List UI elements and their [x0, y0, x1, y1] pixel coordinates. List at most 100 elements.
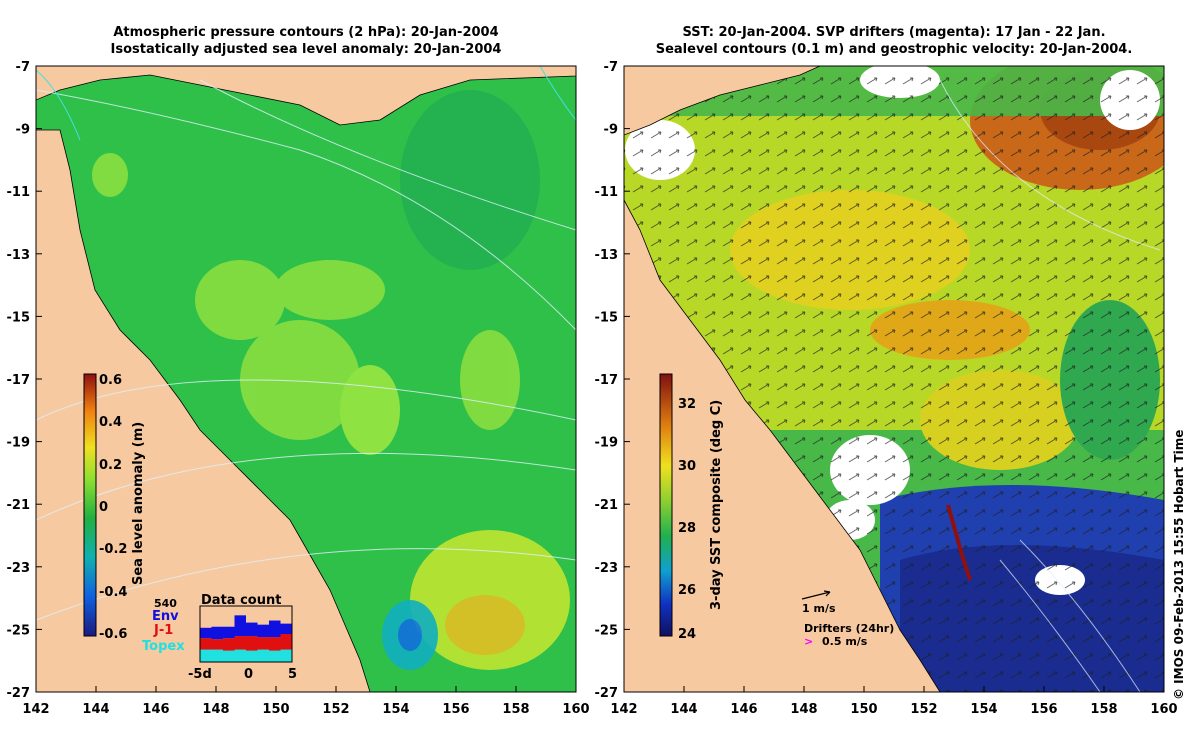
data-count-xtick-2: 5: [288, 667, 297, 682]
right-ytick-label-0: -7: [604, 60, 618, 75]
data-count-bar-topex-6: [269, 650, 281, 662]
land-australia: [36, 129, 371, 692]
data-count-bar-j-1-2: [223, 638, 235, 651]
data-count-bar-topex-2: [223, 650, 235, 662]
velocity-scale-arrow: [801, 590, 831, 600]
sst-tick-1: 30: [678, 459, 696, 474]
right-ytick-label-10: -27: [595, 686, 619, 701]
left-title-line-1: Atmospheric pressure contours (2 hPa): 2…: [113, 25, 499, 40]
left-ytick-label-7: -21: [7, 498, 31, 513]
right-xtick-label-3: 148: [790, 702, 817, 717]
right-xtick-label-5: 152: [910, 702, 937, 717]
credit-text: © IMOS 09-Feb-2013 15:55 Hobart Time: [1172, 429, 1186, 700]
left-ytick-label-5: -17: [7, 373, 31, 388]
left-xtick-label-5: 152: [322, 702, 349, 717]
left-ytick-label-8: -23: [7, 561, 31, 576]
right-ytick-label-9: -25: [595, 623, 619, 638]
data-count-bar-j-1-7: [280, 634, 292, 650]
sla-colorbar-label: Sea level anomaly (m): [131, 422, 146, 585]
sea-level-map: [36, 66, 576, 692]
right-title-line-2: Sealevel contours (0.1 m) and geostrophi…: [655, 42, 1133, 57]
left-ytick-label-3: -13: [7, 248, 31, 263]
left-xtick-label-1: 144: [82, 702, 109, 717]
left-map-title: Atmospheric pressure contours (2 hPa): 2…: [36, 24, 576, 58]
left-title-line-2: Isostatically adjusted sea level anomaly…: [110, 42, 502, 57]
data-count-bar-topex-1: [211, 649, 223, 662]
drifter-track: [946, 504, 972, 581]
left-xtick-label-0: 142: [22, 702, 49, 717]
drifter-scale-label: 0.5 m/s: [822, 635, 868, 648]
sst-colorbar: [659, 373, 673, 637]
right-ytick-label-6: -19: [595, 436, 619, 451]
data-count-bar-env-0: [200, 627, 212, 639]
left-ytick-label-0: -7: [16, 60, 30, 75]
land-new-guinea-right: [624, 66, 821, 136]
sst-tick-4: 24: [678, 627, 696, 642]
right-xtick-label-6: 154: [970, 702, 997, 717]
left-xtick-label-6: 154: [382, 702, 409, 717]
right-xtick-label-2: 146: [730, 702, 757, 717]
left-ytick-label-4: -15: [7, 310, 31, 325]
right-xtick-label-9: 160: [1150, 702, 1177, 717]
land-new-guinea: [36, 66, 576, 126]
data-count-bar-j-1-3: [234, 636, 246, 650]
sst-tick-3: 26: [678, 583, 696, 598]
right-ytick-label-7: -21: [595, 498, 619, 513]
data-count-bar-env-2: [223, 626, 235, 639]
data-count-xtick-1: 0: [244, 667, 253, 682]
data-count-bar-env-6: [269, 620, 281, 638]
data-count-bar-topex-3: [234, 649, 246, 662]
velocity-scale-label: 1 m/s: [802, 602, 836, 615]
data-count-title: Data count: [201, 593, 281, 608]
right-xtick-label-4: 150: [850, 702, 877, 717]
drifters-label: Drifters (24hr): [804, 622, 894, 635]
left-xtick-label-4: 150: [262, 702, 289, 717]
data-count-inset: Data count 540 Env J-1 Topex -5d 0 5: [142, 593, 297, 682]
sst-map: [624, 66, 1164, 692]
sst-tick-0: 32: [678, 397, 696, 412]
data-count-bar-topex-7: [280, 649, 292, 662]
left-xtick-label-2: 146: [142, 702, 169, 717]
anomaly-highs: [92, 153, 570, 670]
right-ytick-label-4: -15: [595, 310, 619, 325]
land-australia-right: [624, 199, 941, 692]
data-count-xtick-0: -5d: [188, 667, 212, 682]
sla-colorbar-ticks: 0.6 0.4 0.2 0 -0.2 -0.4 -0.6: [99, 373, 127, 642]
right-xtick-label-7: 156: [1030, 702, 1057, 717]
data-count-bar-topex-5: [257, 649, 269, 662]
legend-j1: J-1: [153, 623, 173, 638]
left-xtick-label-7: 156: [442, 702, 469, 717]
left-xtick-label-9: 160: [562, 702, 589, 717]
left-ytick-label-2: -11: [7, 185, 31, 200]
sst-colorbar-ticks: 32 30 28 26 24: [678, 397, 696, 642]
left-ytick-label-9: -25: [7, 623, 31, 638]
sla-colorbar: [83, 373, 97, 637]
left-ytick-label-6: -19: [7, 436, 31, 451]
data-count-bar-j-1-1: [211, 639, 223, 650]
axis-ticks: 142 144 146 148 150 152 154 156 158 160 -7 -9 -11 -13…: [7, 60, 1178, 717]
data-count-bar-env-3: [234, 615, 246, 637]
right-ytick-label-5: -17: [595, 373, 619, 388]
data-count-bar-env-7: [280, 623, 292, 634]
data-count-bar-topex-4: [246, 650, 258, 662]
data-count-bars: [200, 615, 292, 662]
right-xtick-label-8: 158: [1090, 702, 1117, 717]
sst-tick-2: 28: [678, 521, 696, 536]
sla-tick-5: -0.4: [99, 585, 127, 600]
data-count-bar-j-1-0: [200, 638, 212, 650]
data-count-bar-j-1-6: [269, 637, 281, 651]
right-ytick-label-3: -13: [595, 248, 619, 263]
sla-tick-0: 0.6: [99, 373, 122, 388]
drifter-symbol: >: [804, 635, 813, 648]
right-ytick-label-8: -23: [595, 561, 619, 576]
left-xtick-label-8: 158: [502, 702, 529, 717]
right-map-title: SST: 20-Jan-2004. SVP drifters (magenta)…: [624, 24, 1164, 58]
legend-topex: Topex: [142, 639, 185, 654]
right-ytick-label-1: -9: [604, 123, 618, 138]
left-ytick-label-1: -9: [16, 123, 30, 138]
anomaly-lows: [382, 90, 540, 670]
sla-tick-2: 0.2: [99, 458, 122, 473]
data-count-bar-env-1: [211, 626, 223, 640]
right-xtick-label-1: 144: [670, 702, 697, 717]
